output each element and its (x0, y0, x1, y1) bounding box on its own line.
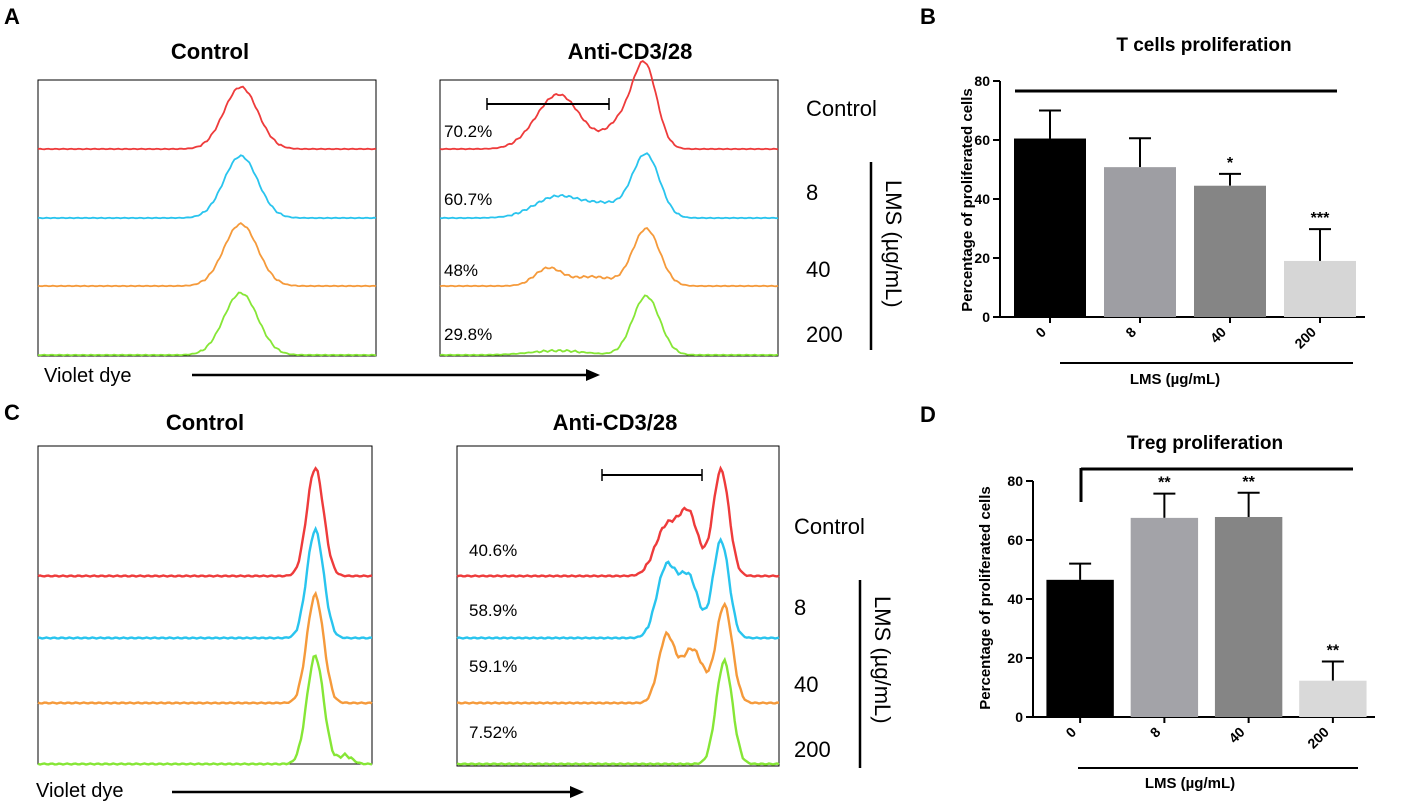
panel-c-anti-title: Anti-CD3/28 (553, 410, 678, 435)
panel-d-bar-40 (1214, 516, 1283, 717)
panel-c-anti-curve-8 (456, 537, 780, 640)
panel-a-pct-40: 48% (444, 261, 478, 280)
panel-b-bars: 0 20 40 60 80 0 8 * 40 *** 200 (974, 73, 1365, 352)
panel-d-title: Treg proliferation (1127, 433, 1283, 454)
panel-c-xlabel: Violet dye (36, 780, 123, 802)
panel-b-xtick-label-200: 200 (1291, 324, 1319, 352)
panel-b-xtick-label-40: 40 (1207, 324, 1229, 346)
panel-b-ytick-label-40: 40 (974, 191, 990, 207)
panel-a-control-curve-40 (37, 221, 377, 288)
panel-c-pct-200: 7.52% (469, 723, 517, 742)
panel-b-sig-40: * (1227, 155, 1234, 172)
panel-d-bar-0 (1046, 579, 1114, 717)
panel-b-ytick-label-20: 20 (974, 250, 990, 266)
panel-c-control-curve-40 (37, 590, 373, 705)
panel-letter-a: A (4, 4, 20, 29)
panel-d-xtick-label-200: 200 (1304, 724, 1332, 752)
panel-a-group-label: LMS (µg/mL) (881, 180, 906, 308)
panel-c-pct-control: 40.6% (469, 541, 517, 560)
panel-c-control-curve-8 (37, 525, 373, 640)
panel-letter-b: B (920, 4, 936, 29)
panel-b: T cells proliferation 0 20 40 60 80 0 8 * 40 *** 2… (959, 35, 1365, 388)
panel-a-control-title: Control (171, 39, 249, 64)
panel-b-sig-200: *** (1311, 210, 1330, 227)
panel-a-row-8: 8 (806, 180, 818, 205)
panel-d-ytick-label-20: 20 (1007, 650, 1023, 666)
panel-d-sig-8: ** (1158, 475, 1171, 492)
panel-c-control-curve-200 (37, 654, 373, 766)
panel-a-row-control: Control (806, 96, 877, 121)
panel-d-ytick-label-60: 60 (1007, 532, 1023, 548)
panel-d-xtick-label-8: 8 (1147, 724, 1164, 741)
panel-c-control-title: Control (166, 410, 244, 435)
panel-c-row-control: Control (794, 514, 865, 539)
panel-b-ylabel: Percentage of proliferated cells (959, 88, 976, 311)
panel-a-gate-bar (486, 98, 610, 110)
panel-c-anti-curve-control (456, 465, 780, 578)
panel-c: Control Anti-CD3/28 40.6% 58.9% 59.1% 7.… (36, 410, 895, 802)
panel-b-ytick-label-60: 60 (974, 132, 990, 148)
panel-d-bars: 0 20 40 60 80 0 ** 8 ** 40 ** 200 (1007, 473, 1375, 752)
panel-c-arrow-head (570, 786, 584, 798)
panel-b-bar-40 (1194, 185, 1266, 317)
panel-a-anti-curve-40 (439, 226, 779, 288)
panel-a-row-200: 200 (806, 322, 843, 347)
panel-c-pct-40: 59.1% (469, 657, 517, 676)
panel-d-xtick-label-0: 0 (1062, 724, 1079, 741)
panel-a-arrow-head (586, 369, 600, 381)
panel-b-bar-8 (1104, 167, 1176, 317)
panel-c-group-label: LMS (µg/mL) (870, 596, 895, 724)
panel-d-ytick-label-0: 0 (1015, 709, 1023, 725)
panel-b-bar-200 (1284, 260, 1356, 317)
panel-a: Control Anti-CD3/28 70.2% 60.7% 48% 29.8… (37, 39, 906, 387)
panel-a-pct-8: 60.7% (444, 190, 492, 209)
panel-c-gate-bar (601, 469, 703, 481)
panel-a-xlabel: Violet dye (44, 365, 131, 387)
panel-c-anti-frame (456, 445, 780, 767)
panel-c-control-curve-control (37, 466, 373, 578)
panel-letter-d: D (920, 402, 936, 427)
panel-d-sig-40: ** (1242, 474, 1255, 491)
panel-c-anti-curve-200 (456, 656, 780, 766)
panel-d-ytick-label-40: 40 (1007, 591, 1023, 607)
panel-d-xtick-label-40: 40 (1225, 724, 1247, 746)
panel-d-sig-200: ** (1327, 643, 1340, 660)
panel-a-control-curve-8 (37, 154, 377, 220)
panel-d-ylabel: Percentage of proliferated cells (977, 486, 994, 709)
panel-d: Treg proliferation 0 20 40 60 80 0 ** 8 ** 40 ** 20… (977, 433, 1375, 792)
panel-a-anti-curve-control (439, 60, 779, 151)
panel-a-row-40: 40 (806, 257, 830, 282)
panel-c-row-40: 40 (794, 672, 818, 697)
panel-b-xlabel: LMS (µg/mL) (1130, 371, 1220, 388)
panel-b-bar-0 (1014, 138, 1086, 317)
panel-a-control-curve-control (37, 85, 377, 151)
panel-b-xtick-label-0: 0 (1032, 324, 1049, 341)
panel-d-bar-200 (1299, 680, 1367, 717)
panel-b-ytick-label-80: 80 (974, 73, 990, 89)
panel-a-control-curve-200 (37, 291, 377, 357)
panel-c-row-200: 200 (794, 737, 831, 762)
panel-b-ytick-label-0: 0 (982, 309, 990, 325)
panel-b-xtick-label-8: 8 (1122, 324, 1139, 341)
panel-d-xlabel: LMS (µg/mL) (1145, 775, 1235, 792)
panel-b-title: T cells proliferation (1116, 35, 1291, 56)
panel-letter-c: C (4, 400, 20, 425)
panel-c-row-8: 8 (794, 595, 806, 620)
panel-d-bar-8 (1130, 517, 1199, 717)
panel-c-pct-8: 58.9% (469, 601, 517, 620)
panel-a-histograms (37, 60, 779, 357)
panel-a-pct-200: 29.8% (444, 325, 492, 344)
panel-d-ytick-label-80: 80 (1007, 473, 1023, 489)
panel-a-pct-control: 70.2% (444, 122, 492, 141)
panel-a-anti-title: Anti-CD3/28 (568, 39, 693, 64)
panel-a-anti-curve-8 (440, 152, 779, 220)
panel-c-anti-curve-40 (457, 601, 780, 705)
panel-a-anti-curve-200 (439, 294, 779, 357)
panel-c-histograms (37, 465, 780, 766)
